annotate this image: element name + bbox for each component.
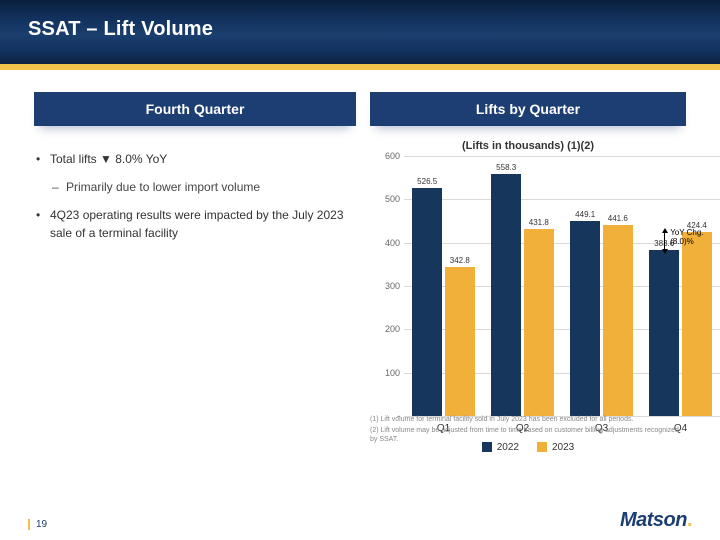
y-tick: 100 — [370, 368, 400, 378]
y-tick: 300 — [370, 281, 400, 291]
footnote: (1) Lift volume for terminal facility so… — [370, 415, 686, 424]
page-title: SSAT – Lift Volume — [28, 18, 213, 41]
footer: 19 Matson. — [0, 508, 720, 532]
brand-logo-text: Matson — [620, 509, 687, 531]
y-tick: 500 — [370, 194, 400, 204]
chart-overlay: YoY Chg.(8.0)% — [404, 156, 720, 416]
header-banner: SSAT – Lift Volume — [0, 0, 720, 64]
brand-logo: Matson. — [620, 509, 692, 532]
chart-title: (Lifts in thousands) (1)(2) — [370, 140, 686, 152]
right-card-title: Lifts by Quarter — [370, 92, 686, 126]
bullet: Total lifts ▼ 8.0% YoY — [34, 150, 356, 168]
footnotes: (1) Lift volume for terminal facility so… — [370, 413, 686, 444]
brand-logo-dot: . — [687, 509, 692, 531]
bullet: 4Q23 operating results were impacted by … — [34, 206, 356, 242]
footnote: (2) Lift volume may be adjusted from tim… — [370, 426, 686, 444]
left-card-title: Fourth Quarter — [34, 92, 356, 126]
annotation-arrow — [664, 232, 665, 250]
right-column: Lifts by Quarter (Lifts in thousands) (1… — [370, 92, 686, 440]
chart: (Lifts in thousands) (1)(2) -10020030040… — [370, 140, 686, 440]
content-area: Fourth Quarter Total lifts ▼ 8.0% YoY Pri… — [34, 92, 686, 500]
annotation-text: YoY Chg.(8.0)% — [670, 228, 703, 246]
y-tick: 400 — [370, 238, 400, 248]
page-number: 19 — [28, 519, 47, 530]
y-tick: 200 — [370, 324, 400, 334]
chart-plot: -100200300400500600 526.5342.8Q1558.3431… — [404, 156, 720, 416]
bullet-list: Total lifts ▼ 8.0% YoY Primarily due to l… — [34, 150, 356, 242]
y-tick: 600 — [370, 151, 400, 161]
bullet-sub: Primarily due to lower import volume — [34, 178, 356, 196]
left-column: Fourth Quarter Total lifts ▼ 8.0% YoY Pri… — [34, 92, 356, 252]
